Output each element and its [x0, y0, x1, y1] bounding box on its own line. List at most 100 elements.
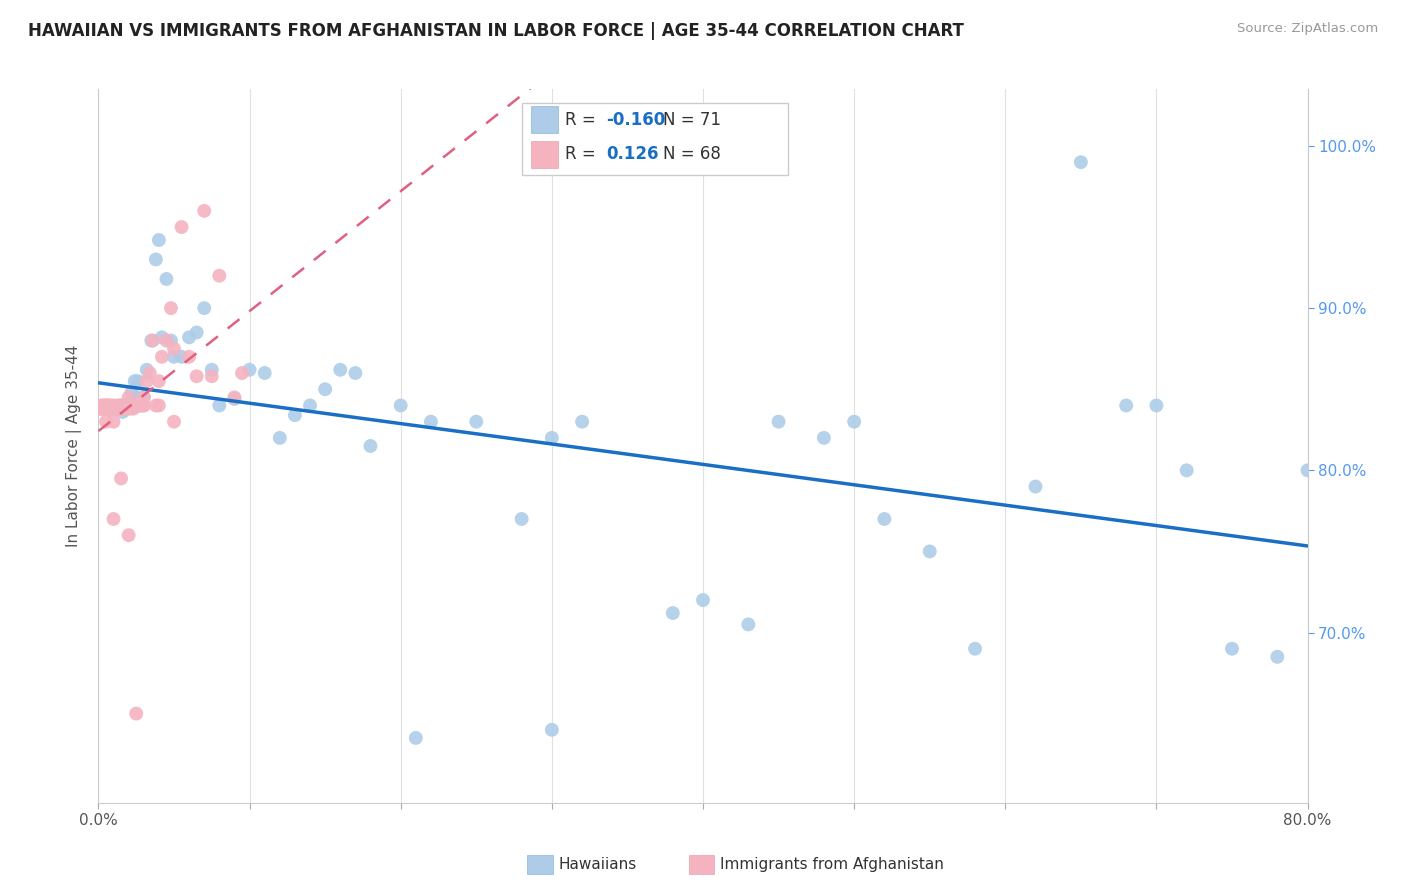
Point: [737, 617, 759, 632]
Point: [269, 431, 291, 445]
Point: [98, 399, 121, 413]
FancyBboxPatch shape: [522, 103, 787, 175]
Point: [1144, 399, 1167, 413]
Point: [155, 272, 177, 286]
Point: [100, 401, 122, 416]
Point: [135, 374, 157, 388]
Point: [918, 544, 941, 558]
Point: [179, 350, 201, 364]
Point: [100, 401, 122, 416]
Point: [148, 374, 170, 388]
Point: [193, 301, 215, 315]
Point: [101, 401, 124, 416]
Point: [100, 399, 122, 413]
Point: [389, 399, 412, 413]
Point: [108, 399, 131, 413]
Point: [125, 399, 148, 413]
Point: [150, 330, 173, 344]
Point: [160, 334, 183, 348]
Point: [121, 385, 143, 400]
Text: Source: ZipAtlas.com: Source: ZipAtlas.com: [1237, 22, 1378, 36]
Point: [1220, 641, 1243, 656]
Point: [224, 392, 246, 406]
Point: [112, 401, 135, 416]
Point: [125, 390, 148, 404]
Point: [124, 374, 146, 388]
Point: [125, 399, 148, 413]
Point: [127, 399, 149, 413]
Point: [163, 342, 186, 356]
Point: [90, 399, 112, 413]
Point: [132, 399, 155, 413]
Point: [125, 706, 148, 721]
Point: [208, 399, 231, 413]
Point: [1296, 463, 1319, 477]
Text: Immigrants from Afghanistan: Immigrants from Afghanistan: [720, 857, 943, 871]
Point: [101, 401, 124, 416]
Point: [148, 399, 170, 413]
Point: [540, 723, 562, 737]
Point: [150, 350, 173, 364]
Point: [360, 439, 382, 453]
Point: [139, 366, 162, 380]
Point: [692, 593, 714, 607]
Point: [186, 326, 208, 340]
Point: [179, 330, 201, 344]
Y-axis label: In Labor Force | Age 35-44: In Labor Force | Age 35-44: [66, 345, 82, 547]
Point: [160, 301, 183, 315]
Point: [145, 399, 167, 413]
Point: [163, 415, 186, 429]
Point: [104, 401, 127, 416]
Point: [93, 401, 115, 416]
Point: [844, 415, 866, 429]
Point: [115, 399, 138, 413]
Text: N = 71: N = 71: [664, 111, 721, 128]
Point: [110, 401, 132, 416]
Point: [118, 390, 141, 404]
Point: [105, 401, 128, 416]
Point: [170, 220, 193, 235]
Point: [571, 415, 593, 429]
Point: [510, 512, 533, 526]
Text: R =: R =: [565, 111, 602, 128]
Point: [540, 431, 562, 445]
Point: [129, 399, 152, 413]
Point: [132, 390, 155, 404]
Point: [132, 390, 155, 404]
Point: [284, 408, 307, 422]
Point: [420, 415, 443, 429]
Point: [1024, 479, 1046, 493]
Point: [135, 363, 157, 377]
Point: [110, 399, 132, 413]
Point: [768, 415, 790, 429]
Point: [465, 415, 488, 429]
Point: [94, 401, 117, 416]
Point: [94, 401, 117, 416]
Point: [96, 399, 118, 413]
Text: -0.160: -0.160: [606, 111, 665, 128]
Text: HAWAIIAN VS IMMIGRANTS FROM AFGHANISTAN IN LABOR FORCE | AGE 35-44 CORRELATION C: HAWAIIAN VS IMMIGRANTS FROM AFGHANISTAN …: [28, 22, 965, 40]
Point: [329, 363, 352, 377]
Point: [98, 401, 121, 416]
Point: [1115, 399, 1137, 413]
Point: [98, 401, 121, 416]
Point: [111, 405, 134, 419]
Bar: [531, 141, 558, 168]
Point: [103, 512, 125, 526]
Point: [122, 401, 145, 416]
Point: [96, 401, 118, 416]
Point: [1267, 649, 1289, 664]
Point: [813, 431, 835, 445]
Point: [93, 399, 115, 413]
Point: [110, 401, 132, 416]
Point: [94, 415, 117, 429]
Point: [239, 363, 262, 377]
Point: [114, 401, 136, 416]
Point: [314, 382, 336, 396]
Point: [89, 401, 111, 416]
Point: [118, 395, 141, 409]
Point: [115, 401, 138, 416]
Point: [114, 399, 136, 413]
Point: [141, 334, 163, 348]
Point: [299, 399, 322, 413]
